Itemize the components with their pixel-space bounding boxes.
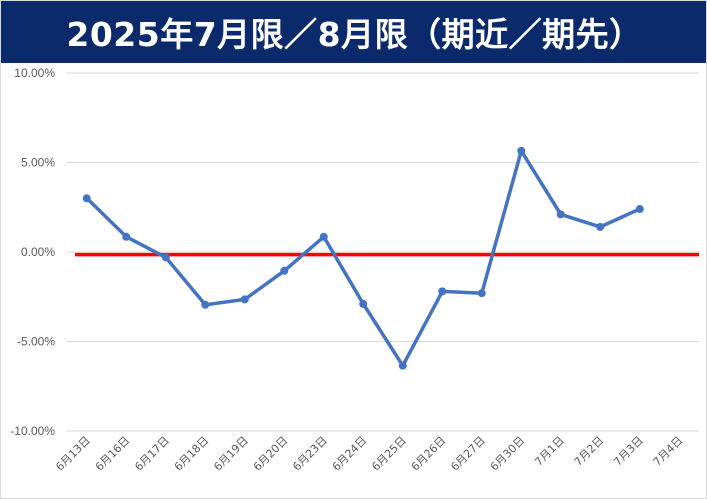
x-tick-label: 6月23日 xyxy=(290,434,330,474)
x-tick-label: 7月2日 xyxy=(572,434,607,469)
x-tick-label: 6月16日 xyxy=(93,434,133,474)
x-tick-label: 6月30日 xyxy=(488,434,528,474)
x-tick-label: 7月3日 xyxy=(611,434,646,469)
x-tick-label: 6月26日 xyxy=(409,434,449,474)
data-point xyxy=(319,232,328,241)
data-point xyxy=(359,299,368,308)
x-tick-label: 6月13日 xyxy=(53,434,93,474)
data-point xyxy=(201,300,210,309)
x-tick-label: 7月1日 xyxy=(532,434,567,469)
data-point xyxy=(477,289,486,298)
gridlines xyxy=(67,72,699,432)
data-point xyxy=(280,266,289,275)
y-tick-label: 5.00% xyxy=(21,156,55,170)
data-point xyxy=(122,232,131,241)
data-point xyxy=(438,287,447,296)
series-line xyxy=(85,149,642,368)
x-tick-label: 6月24日 xyxy=(330,434,370,474)
data-point xyxy=(82,194,91,203)
y-tick-label: 0.00% xyxy=(21,245,55,259)
x-tick-label: 6月17日 xyxy=(132,434,172,474)
series-layer xyxy=(82,146,644,370)
chart-title: 2025年7月限／8月限（期近／期先） xyxy=(66,15,643,54)
data-point xyxy=(240,295,249,304)
title-banner: 2025年7月限／8月限（期近／期先） xyxy=(1,1,706,63)
data-point xyxy=(517,146,526,155)
y-tick-label: -5.00% xyxy=(17,335,55,349)
x-tick-label: 6月25日 xyxy=(369,434,409,474)
x-tick-label: 7月4日 xyxy=(651,434,686,469)
data-point xyxy=(596,222,605,231)
x-tick-label: 6月27日 xyxy=(448,434,488,474)
x-tick-label: 6月19日 xyxy=(211,434,251,474)
y-tick-label: -10.00% xyxy=(10,424,55,438)
data-point xyxy=(161,253,170,262)
x-tick-label: 6月20日 xyxy=(251,434,291,474)
y-tick-label: 10.00% xyxy=(14,66,55,80)
data-point xyxy=(556,210,565,219)
x-tick-label: 6月18日 xyxy=(172,434,212,474)
y-axis-ticks: 10.00% 5.00% 0.00% -5.00% -10.00% xyxy=(10,66,55,438)
data-point xyxy=(635,205,644,214)
x-axis-ticks: 6月13日 6月16日 6月17日 6月18日 6月19日 6月20日 6月23日 6月24日… xyxy=(53,434,685,474)
data-point xyxy=(398,361,407,370)
